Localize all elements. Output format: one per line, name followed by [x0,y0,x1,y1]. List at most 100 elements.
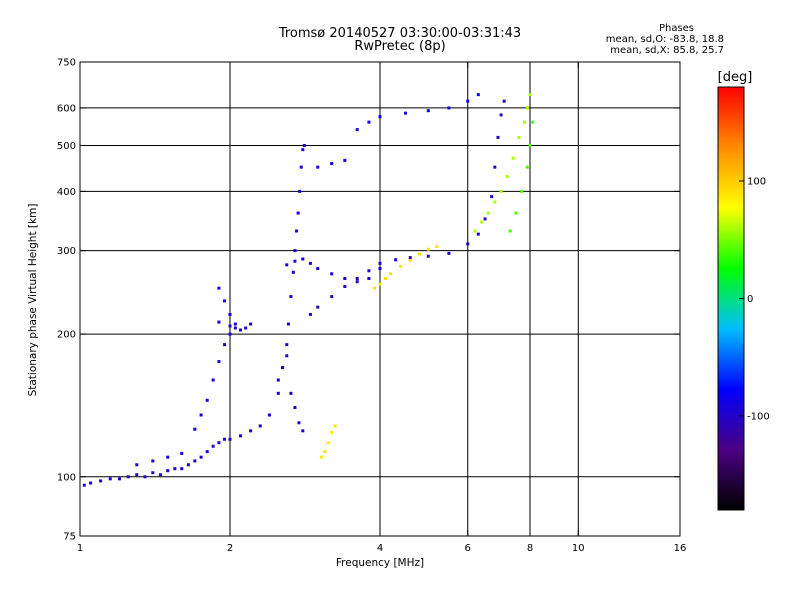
data-point [476,232,480,236]
data-point [531,120,535,124]
data-point [528,143,532,147]
data-point [383,277,387,281]
data-point [389,272,393,276]
data-point [466,242,470,246]
data-point [333,424,337,428]
data-point [233,326,237,330]
data-point [417,252,421,256]
data-point [426,247,430,251]
data-point [166,469,170,473]
data-point [193,427,197,431]
y-tick-label: 600 [57,103,76,114]
data-point [523,120,527,124]
data-point [326,441,330,445]
data-point [228,437,232,441]
data-point [193,459,197,463]
data-point [316,165,320,169]
data-point [249,322,253,326]
data-point [378,115,382,119]
colorbar-tick-label: 0 [747,294,753,305]
data-point [228,332,232,336]
data-point [426,254,430,258]
data-point [508,229,512,233]
data-point [343,158,347,162]
y-tick-label: 500 [57,141,76,152]
y-tick-label: 300 [57,246,76,257]
data-point [319,455,323,459]
data-point [316,267,320,271]
data-point [493,200,497,204]
data-point [205,450,209,454]
stats-x-line: mean, sd,X: 85.8, 25.7 [610,45,724,56]
y-tick-label: 750 [57,58,76,69]
data-point [135,463,139,467]
axis-ticks: 1 2 4 6 8 10 16 75 100 200 300 400 500 600 750 [57,58,686,555]
data-point [466,99,470,103]
data-point [217,441,221,445]
data-point [291,270,295,274]
data-point [355,277,359,281]
data-point [151,471,155,475]
x-tick-label: 8 [527,543,533,554]
data-point [378,261,382,265]
data-point [217,360,221,364]
data-point [517,135,521,139]
data-point [258,424,262,428]
data-point [289,391,293,395]
data-point [276,391,280,395]
data-point [281,366,285,370]
data-point [205,398,209,402]
data-point [117,477,121,481]
data-point [223,437,227,441]
data-point [403,111,407,115]
x-tick-label: 1 [77,543,83,554]
data-point [285,263,289,267]
data-point [299,165,303,169]
chart-title: Tromsø 20140527 03:30:00-03:31:43 [278,26,522,41]
data-point [166,455,170,459]
y-tick-label: 200 [57,330,76,341]
data-point [301,429,305,433]
data-point [505,175,509,179]
data-point [330,162,334,166]
y-tick-label: 100 [57,472,76,483]
data-point [298,189,302,193]
data-point [286,322,290,326]
data-point [186,463,190,467]
stats-o-line: mean, sd,O: -83.8, 18.8 [605,34,724,45]
data-point [367,269,371,273]
data-point [394,258,398,262]
data-point [244,326,248,330]
data-point [239,434,243,438]
data-point [408,258,412,262]
data-point [520,189,524,193]
data-point [296,211,300,215]
data-point [330,272,334,276]
data-point [135,473,139,477]
data-point [158,473,162,477]
y-axis-label: Stationary phase Virtual Height [km] [27,203,39,397]
data-point [496,135,500,139]
x-axis-label: Frequency [MHz] [335,557,425,569]
data-point [511,156,515,160]
data-point [483,217,487,221]
data-point [180,451,184,455]
data-point [528,93,532,97]
data-point [293,406,297,410]
data-point [89,481,93,485]
y-tick-label: 400 [57,187,76,198]
data-point [330,295,334,299]
data-point [476,93,480,97]
data-point [330,430,334,434]
data-point [378,267,382,271]
data-point [297,421,301,425]
data-point [233,322,237,326]
data-point [343,285,347,289]
y-tick-label: 75 [63,532,76,543]
colorbar-tick-label: -100 [747,412,770,423]
data-point [301,257,305,261]
data-point [285,343,289,347]
data-point [293,249,297,253]
